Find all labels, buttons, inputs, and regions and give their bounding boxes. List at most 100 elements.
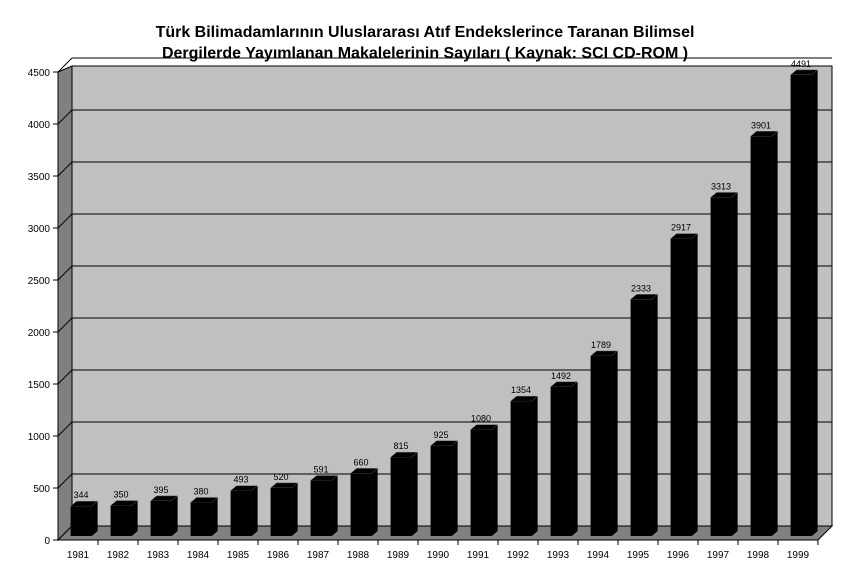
bar-side [731,191,738,537]
bar-front [270,487,292,536]
y-tick-label: 500 [33,484,50,495]
bar-1989 [389,451,419,537]
bar-1995 [629,293,659,537]
bar-side [131,500,138,537]
x-tick-label-1993: 1993 [547,550,570,561]
bar-1998 [749,130,779,537]
bar-1981 [69,500,99,537]
gridline-side-3500 [57,161,73,177]
y-tick-label: 3500 [28,172,51,183]
bar-front [430,445,452,536]
bar-side [291,482,298,537]
gridline-side-1000 [57,421,73,437]
data-label-1994: 1789 [591,340,611,350]
bar-side [91,500,98,537]
data-labels: 344 350 395 380 493 520 591 660 815 925 1080 1354 14… [73,59,811,500]
data-label-1985: 493 [233,475,248,485]
data-label-1987: 591 [313,465,328,475]
bar-side [531,395,538,537]
bar-front [190,502,212,536]
bar-1993 [549,381,579,537]
data-label-1986: 520 [273,472,288,482]
data-label-1982: 350 [113,490,128,500]
data-label-1997: 3313 [711,181,731,191]
x-tick-label-1997: 1997 [707,550,730,561]
bar-1997 [709,191,739,537]
bar-front [470,429,492,536]
data-label-1988: 660 [353,457,368,467]
bar-side [411,451,418,537]
bar-1994 [589,350,619,537]
data-label-1996: 2917 [671,223,691,233]
x-tick-label-1996: 1996 [667,550,690,561]
bar-front [550,386,572,536]
x-axis: 1981 1982 1983 1984 1985 1986 1987 1988 1989 1990… [58,539,819,561]
x-tick-label-1984: 1984 [187,550,210,561]
bar-front [110,505,132,536]
x-tick-label-1989: 1989 [387,550,410,561]
gridline-side-2000 [57,317,73,333]
bar-1984 [189,496,219,537]
x-tick-label-1992: 1992 [507,550,530,561]
data-label-1991: 1080 [471,414,491,424]
bar-front [750,136,772,536]
y-tick-label: 1000 [28,432,51,443]
bar-side [451,440,458,537]
x-tick-label-1986: 1986 [267,550,290,561]
bar-side [571,381,578,537]
bar-side [651,293,658,537]
bar-front [150,500,172,536]
bar-front [390,457,412,536]
bar-front [350,473,372,536]
gridline-side-4000 [57,109,73,125]
gridline-side-3000 [57,213,73,229]
x-tick-label-1995: 1995 [627,550,650,561]
x-tick-label-1981: 1981 [67,550,90,561]
bar-side [251,485,258,537]
bar-1996 [669,233,699,537]
y-tick-label: 2000 [28,328,51,339]
x-tick-label-1994: 1994 [587,550,610,561]
data-label-1995: 2333 [631,283,651,293]
y-tick-label: 3000 [28,224,51,235]
bar-side [811,69,818,537]
y-axis: 0 500 1000 1500 2000 2500 3000 3500 4000 4500 [28,68,59,547]
gridline-side-2500 [57,265,73,281]
y-tick-label: 4500 [28,68,51,79]
data-label-1981: 344 [73,490,88,500]
bar-1988 [349,467,379,537]
bar-1990 [429,440,459,537]
bar-1992 [509,395,539,537]
data-label-1999: 4491 [791,59,811,69]
gridline-side-500 [57,473,73,489]
bar-side [371,467,378,537]
gridline-side-1500 [57,369,73,385]
bars [69,69,819,537]
data-label-1983: 395 [153,485,168,495]
bar-side [171,495,178,537]
bar-front [710,197,732,536]
bar-side [211,496,218,537]
x-tick-label-1990: 1990 [427,550,450,561]
gridline-side-4500 [57,57,73,73]
data-label-1989: 815 [393,441,408,451]
data-label-1984: 380 [193,486,208,496]
bar-1985 [229,485,259,537]
bar-front [590,355,612,536]
bar-front [670,238,692,536]
bar-front [510,401,532,536]
data-label-1998: 3901 [751,120,771,130]
y-tick-label: 0 [44,536,50,547]
x-tick-label-1982: 1982 [107,550,130,561]
bar-side [611,350,618,537]
bar-1986 [269,482,299,537]
bar-side [691,233,698,537]
x-tick-label-1999: 1999 [787,550,810,561]
x-tick-label-1983: 1983 [147,550,170,561]
data-label-1992: 1354 [511,385,531,395]
bar-front [230,490,252,536]
bar-1999 [789,69,819,537]
y-tick-label: 2500 [28,276,51,287]
bar-front [790,74,812,536]
